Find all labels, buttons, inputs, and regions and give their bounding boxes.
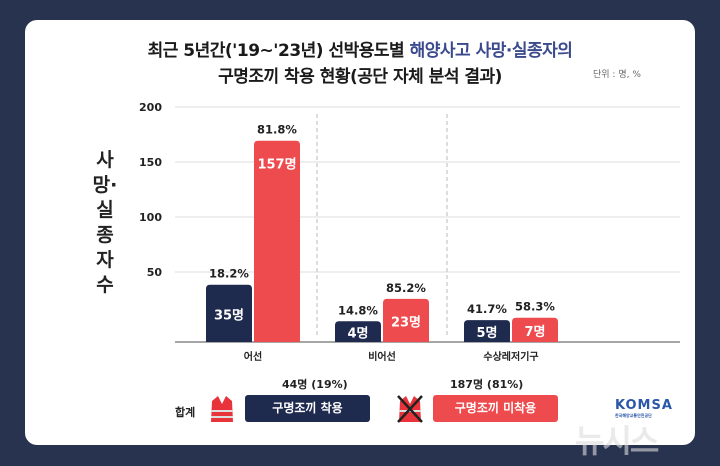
percent-label: 41.7%: [467, 302, 507, 316]
bar-worn: [335, 321, 381, 342]
bar-not-worn: [254, 140, 300, 342]
percent-label: 85.2%: [386, 281, 426, 295]
y-tick-label: 150: [139, 156, 162, 169]
category-label: 수상레저기구: [483, 350, 538, 363]
chart-title-line2: 구명조끼 착용 현황(공단 자체 분석 결과): [218, 67, 502, 87]
bar-worn: [464, 320, 510, 342]
value-label: 5명: [476, 325, 497, 341]
komsa-logo: KOMSA 한국해양교통안전공단: [615, 398, 673, 419]
value-label: 157명: [257, 157, 296, 173]
life-vest-icon: [209, 395, 235, 423]
percent-label: 58.3%: [515, 300, 555, 314]
worn-total: 44명 (19%): [282, 378, 348, 391]
percent-label: 14.8%: [338, 303, 378, 317]
title-highlight: 해양사고 사망·실종자의: [409, 41, 573, 61]
value-label: 4명: [347, 326, 368, 342]
crossed-life-vest-icon: [397, 395, 423, 423]
watermark: 뉴시스: [575, 422, 659, 460]
logo-text: KOMSA: [615, 398, 673, 413]
bar-not-worn: [512, 317, 558, 342]
chart-title-line1: 최근 5년간('19~'23년) 선박용도별 해양사고 사망·실종자의: [0, 36, 720, 61]
category-label: 어선: [244, 350, 262, 363]
unit-label: 단위 : 명, %: [593, 70, 641, 80]
y-tick-label: 50: [147, 266, 163, 279]
value-label: 35명: [214, 307, 244, 323]
legend-worn: 구명조끼 착용: [245, 395, 370, 422]
y-axis-label: 사망·실종자 수: [92, 149, 118, 296]
percent-label: 18.2%: [209, 267, 249, 281]
y-tick-label: 200: [139, 101, 162, 114]
y-tick-label: 100: [139, 211, 162, 224]
bar-worn: [206, 284, 252, 342]
chart-card: [25, 20, 695, 445]
summary-label: 합계: [175, 406, 196, 419]
legend-not-worn: 구명조끼 미착용: [433, 395, 558, 422]
bar-not-worn: [383, 298, 429, 342]
value-label: 23명: [391, 314, 421, 330]
value-label: 7명: [524, 324, 545, 340]
not-worn-total: 187명 (81%): [450, 378, 524, 391]
logo-subtext: 한국해양교통안전공단: [615, 413, 652, 418]
percent-label: 81.8%: [257, 123, 297, 137]
category-label: 비어선: [368, 350, 396, 363]
title-part: 최근 5년간('19~'23년) 선박용도별: [147, 41, 410, 61]
